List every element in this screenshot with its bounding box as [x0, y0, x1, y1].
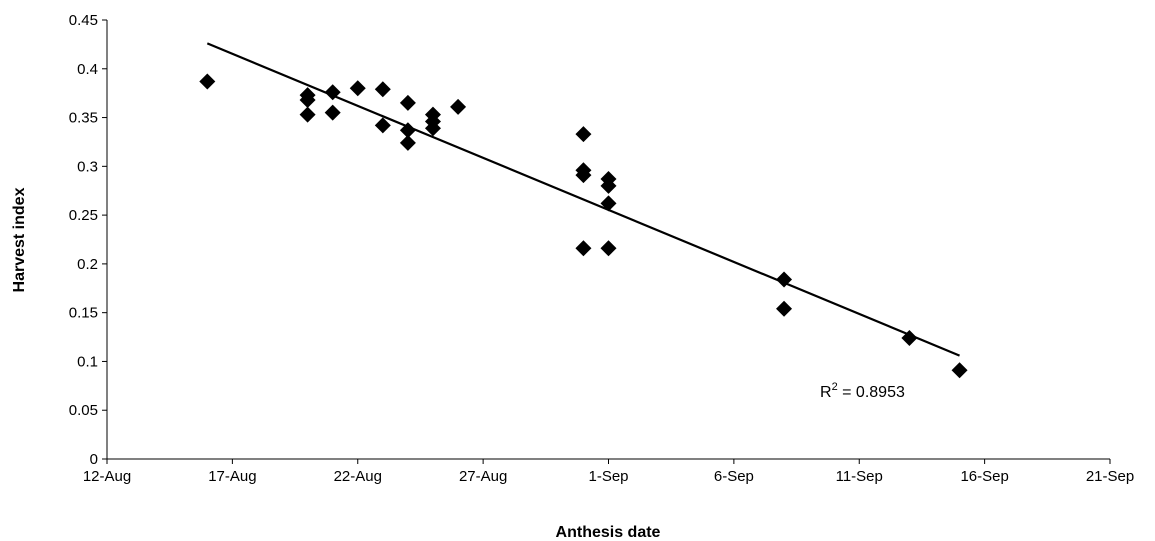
data-point	[374, 117, 391, 134]
x-tick-label: 11-Sep	[836, 468, 883, 485]
data-points	[199, 73, 968, 379]
data-point	[776, 300, 793, 317]
data-point	[374, 81, 391, 98]
data-point	[299, 106, 316, 123]
y-tick-label: 0.35	[69, 110, 98, 127]
x-tick-label: 17-Aug	[208, 468, 256, 485]
data-point	[575, 126, 592, 143]
y-tick-label: 0.15	[69, 305, 98, 322]
x-tick-label: 6-Sep	[714, 468, 754, 485]
x-tick-label: 1-Sep	[588, 468, 628, 485]
data-point	[600, 177, 617, 194]
y-tick-labels: 0 0.05 0.1 0.15 0.2 0.25 0.3 0.35 0.4 0.45	[69, 12, 98, 468]
x-axis-title: Anthesis date	[556, 524, 661, 541]
data-point	[575, 167, 592, 184]
r-squared-annotation: R2 = 0.8953	[820, 381, 905, 401]
data-point	[399, 134, 416, 151]
y-tick-label: 0	[90, 451, 98, 468]
trendline-group	[206, 42, 960, 357]
ticks	[102, 19, 1111, 464]
data-point	[600, 240, 617, 257]
data-point	[199, 73, 216, 90]
data-point	[575, 240, 592, 257]
axes	[106, 20, 1110, 460]
y-tick-label: 0.3	[77, 158, 98, 175]
data-point	[299, 91, 316, 108]
y-tick-label: 0.2	[77, 256, 98, 273]
x-tick-label: 22-Aug	[334, 468, 382, 485]
data-point	[951, 362, 968, 379]
y-tick-label: 0.05	[69, 402, 98, 419]
data-point	[901, 330, 918, 347]
data-point	[324, 104, 341, 121]
y-axis-title: Harvest index	[11, 187, 28, 292]
trendline	[206, 42, 960, 357]
x-tick-label: 12-Aug	[83, 468, 131, 485]
data-point	[349, 80, 366, 97]
y-tick-label: 0.25	[69, 207, 98, 224]
data-point	[450, 98, 467, 115]
data-point	[424, 120, 441, 137]
data-point	[399, 94, 416, 111]
data-point	[776, 271, 793, 288]
y-tick-label: 0.1	[77, 353, 98, 370]
y-tick-label: 0.45	[69, 12, 98, 29]
x-tick-label: 27-Aug	[459, 468, 507, 485]
x-tick-label: 16-Sep	[960, 468, 1008, 485]
x-tick-labels: 12-Aug 17-Aug 22-Aug 27-Aug 1-Sep 6-Sep 11-Sep…	[83, 468, 1134, 485]
y-tick-label: 0.4	[77, 61, 98, 78]
data-point	[600, 195, 617, 212]
data-point	[399, 122, 416, 139]
x-tick-label: 21-Sep	[1086, 468, 1134, 485]
data-point	[324, 84, 341, 101]
